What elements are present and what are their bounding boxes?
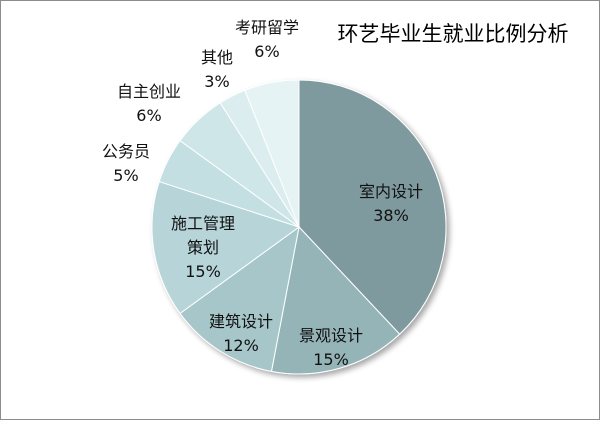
- slice-label: 施工管理策划: [171, 214, 235, 257]
- pie-slice: [151, 180, 301, 315]
- slice-value-label: 6%: [254, 42, 279, 61]
- slice-label: 建筑设计: [209, 312, 273, 331]
- pie-slice: [244, 79, 300, 228]
- slice-label: 考研留学: [235, 18, 299, 37]
- pie-slice: [179, 225, 300, 372]
- slice-label: 自主创业: [117, 82, 181, 101]
- slice-label: 景观设计: [299, 326, 363, 345]
- slice-value-label: 12%: [223, 336, 259, 355]
- slice-value-label: 15%: [185, 262, 221, 281]
- slice-value-label: 3%: [204, 72, 229, 91]
- slice-value-label: 15%: [313, 350, 349, 369]
- slice-value-label: 6%: [136, 106, 161, 125]
- slice-value-label: 38%: [373, 206, 409, 225]
- slice-value-label: 5%: [113, 166, 138, 185]
- pie-slice: [298, 79, 447, 335]
- slice-label: 公务员: [102, 142, 150, 161]
- pie-slice: [270, 225, 401, 375]
- pie-labels: 室内设计 38% 景观设计 15% 建筑设计 12% 施工管理策划 15% 公务员 5% 自主创业 6…: [102, 18, 423, 369]
- pie-slices: [151, 79, 447, 375]
- chart-title: 环艺毕业生就业比例分析: [338, 22, 569, 46]
- slice-label: 室内设计: [359, 182, 423, 201]
- slice-label: 其他: [201, 48, 233, 67]
